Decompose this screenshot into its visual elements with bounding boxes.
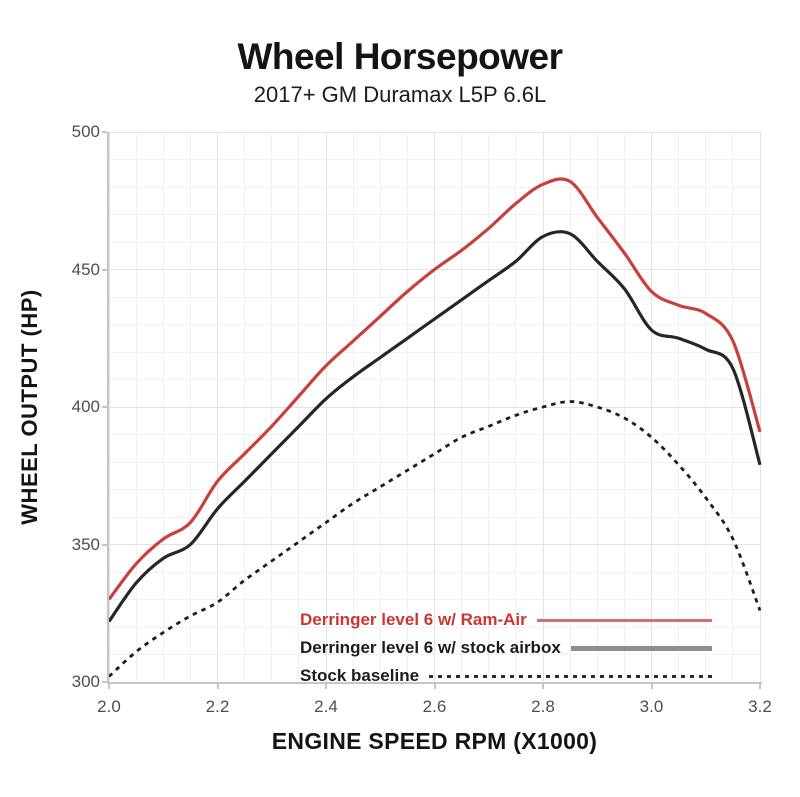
y-tick-mark [102, 131, 107, 133]
gridline-horizontal [109, 186, 760, 188]
curve-series-1 [107, 229, 762, 623]
gridline-horizontal [109, 434, 760, 435]
gridline-horizontal [109, 296, 760, 298]
x-tick-label: 3.0 [639, 697, 664, 716]
gridline-horizontal [109, 131, 760, 133]
x-tick-mark [759, 684, 761, 689]
legend-label-stock-baseline: Stock baseline [300, 666, 420, 685]
x-tick-label: 3.2 [748, 697, 772, 716]
x-tick-mark [108, 684, 110, 689]
x-tick-label: 2.0 [97, 697, 121, 716]
gridline-horizontal [109, 489, 760, 490]
gridline-horizontal [109, 379, 760, 380]
legend: Derringer level 6 w/ Ram-Air Derringer l… [300, 606, 712, 690]
gridline-horizontal [109, 406, 760, 408]
gridline-horizontal [109, 159, 760, 160]
curve-series-0 [107, 177, 762, 601]
gridline-horizontal [109, 544, 760, 545]
plot-area: Derringer level 6 w/ Ram-Air Derringer l… [107, 131, 762, 685]
gridline-horizontal [109, 351, 760, 353]
gridline-horizontal [109, 571, 760, 573]
legend-item-ram-air: Derringer level 6 w/ Ram-Air [300, 606, 712, 634]
gridline-horizontal [109, 626, 760, 628]
chart-subtitle: 2017+ GM Duramax L5P 6.6L [253, 82, 547, 107]
y-axis-title: WHEEL OUTPUT (HP) [17, 289, 42, 525]
gridline-horizontal [109, 214, 760, 215]
gridline-horizontal [109, 241, 760, 243]
y-tick-mark [102, 681, 107, 683]
x-tick-mark [325, 684, 327, 689]
gridline-horizontal [109, 516, 760, 518]
x-tick-label: 2.6 [422, 697, 447, 716]
legend-line-sample-stock-baseline [429, 674, 712, 678]
y-tick-label: 400 [71, 397, 100, 416]
y-tick-label: 500 [71, 122, 100, 141]
y-tick-label: 300 [71, 672, 100, 691]
x-tick-label: 2.4 [314, 697, 338, 716]
x-tick-label: 2.8 [531, 697, 555, 716]
y-axis-line [107, 132, 109, 684]
y-tick-mark [102, 406, 107, 408]
dyno-curves [107, 177, 762, 678]
x-tick-mark [542, 684, 544, 689]
gridline-horizontal [109, 599, 760, 600]
gridline-horizontal [109, 654, 760, 655]
legend-line-sample-stock-airbox [570, 645, 712, 651]
legend-line-sample-ram-air [536, 618, 712, 622]
gridline-horizontal [109, 324, 760, 325]
gridline-horizontal [109, 461, 760, 463]
y-tick-mark [102, 268, 107, 271]
legend-label-ram-air: Derringer level 6 w/ Ram-Air [300, 610, 527, 629]
legend-label-stock-airbox: Derringer level 6 w/ stock airbox [300, 638, 561, 657]
chart-title: Wheel Horsepower [237, 36, 563, 77]
x-tick-label: 2.2 [205, 697, 230, 716]
x-tick-mark [650, 684, 653, 689]
gridline-vertical [759, 132, 761, 682]
legend-item-stock-baseline: Stock baseline [300, 662, 712, 690]
y-tick-label: 350 [71, 534, 100, 554]
x-tick-mark [216, 684, 219, 689]
y-tick-label: 450 [71, 259, 100, 279]
x-axis-line [107, 682, 762, 684]
x-tick-mark [433, 684, 436, 689]
x-axis-title: ENGINE SPEED RPM (X1000) [271, 728, 598, 754]
y-tick-mark [102, 543, 107, 546]
legend-item-stock-airbox: Derringer level 6 w/ stock airbox [300, 634, 712, 662]
